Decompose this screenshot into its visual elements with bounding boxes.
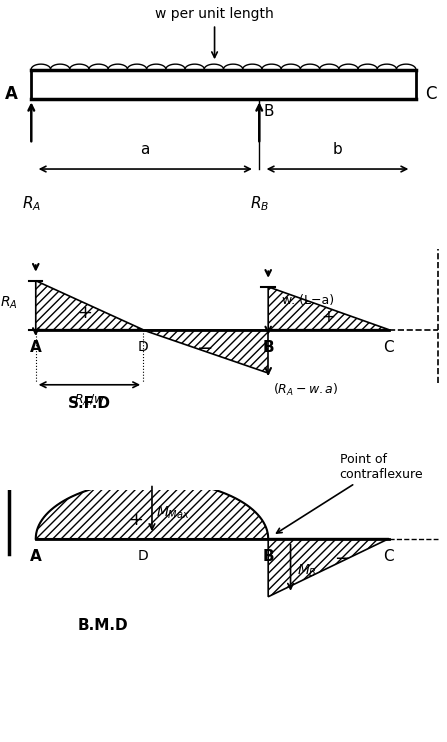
Polygon shape [143,329,268,372]
Text: $R_B$: $R_B$ [249,194,269,213]
Polygon shape [36,280,143,329]
Text: D: D [138,549,148,563]
Bar [31,70,416,99]
Text: b: b [333,142,342,157]
Text: +: + [128,511,143,529]
Text: $R_A$: $R_A$ [22,194,41,213]
Text: Point of
contraflexure: Point of contraflexure [277,453,423,533]
Text: B: B [264,105,274,119]
Text: D: D [138,341,148,355]
Text: $R_A$: $R_A$ [0,295,18,311]
Text: A: A [5,85,18,103]
Text: +: + [321,308,336,326]
Polygon shape [268,539,389,597]
Text: C: C [425,85,436,103]
Text: C: C [384,549,394,565]
Text: A: A [30,549,42,565]
Text: −: − [198,339,214,358]
Text: S.F.D: S.F.D [68,395,111,411]
Text: $M_{Max}$: $M_{Max}$ [156,505,190,521]
Text: C: C [384,341,394,355]
Polygon shape [268,287,389,329]
Text: −: − [334,550,350,568]
Text: w. (L−a): w. (L−a) [282,294,334,307]
Text: a: a [141,142,150,157]
Text: A: A [30,341,42,355]
Text: $M_B$: $M_B$ [297,562,317,579]
Text: +: + [77,303,93,321]
Text: B: B [262,549,274,565]
Text: B: B [262,341,274,355]
Text: B.M.D: B.M.D [77,618,128,634]
Text: $(R_A−w. a)$: $(R_A−w. a)$ [273,381,338,398]
Text: $R_A/w$: $R_A/w$ [74,393,105,407]
Text: w per unit length: w per unit length [155,7,274,57]
